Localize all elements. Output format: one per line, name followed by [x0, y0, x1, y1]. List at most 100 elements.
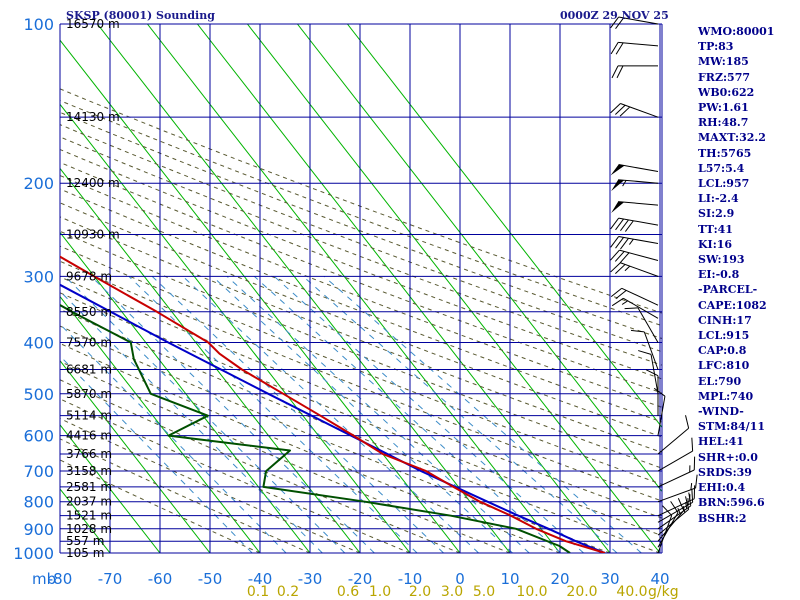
height-label: 9678 m — [66, 269, 112, 283]
isotherm-line — [246, 24, 661, 553]
dry-adiabat-line — [60, 100, 662, 327]
pressure-tick-label: 300 — [23, 267, 54, 286]
wind-barb-flag — [615, 17, 624, 29]
mixing-ratio-line — [60, 355, 253, 553]
index-item: LI:-2.4 — [698, 192, 739, 206]
isotherm-line — [60, 231, 311, 553]
height-label: 16570 m — [66, 17, 120, 31]
wind-barb-staff — [657, 501, 693, 523]
height-label: 7570 m — [66, 336, 112, 350]
wind-barb-staff — [623, 297, 659, 319]
wind-barb — [624, 307, 659, 343]
index-item: LCL:957 — [698, 177, 750, 191]
isotherm-line — [96, 24, 511, 553]
isotherm-line — [60, 423, 161, 553]
parcel-trace-line — [60, 283, 606, 553]
height-label: 1521 m — [66, 509, 112, 523]
isotherm-line — [0, 24, 10, 553]
wind-barb-staff — [620, 262, 659, 277]
pressure-tick-label: 1000 — [13, 544, 54, 563]
mixing-ratio-line — [90, 276, 375, 553]
mixing-ratio-unit-label: g/kg — [648, 584, 679, 600]
wind-barb-flag — [610, 217, 620, 230]
isotherm-line — [296, 24, 662, 493]
temperature-tick-label: -80 — [48, 570, 73, 588]
temperature-tick-label: 40 — [650, 570, 669, 588]
profile-lines — [60, 255, 606, 553]
wind-barb-staff — [657, 498, 695, 517]
station-title: SKSP (80001) Sounding — [66, 9, 215, 22]
isotherm-line — [196, 24, 611, 553]
wind-barb — [657, 485, 696, 517]
pressure-tick-label: 100 — [23, 15, 54, 34]
wind-barb-staff — [618, 201, 659, 206]
wind-barb-staff — [657, 515, 673, 554]
wind-barb-flag — [610, 16, 620, 29]
wind-barb-flag — [620, 219, 629, 231]
pressure-tick-label: 400 — [23, 334, 54, 353]
indices-panel: WMO:80001 TP:83 MW:185 FRZ:577 WB0:622 PW:1.6… — [698, 24, 774, 526]
wind-barb-staff — [618, 217, 659, 226]
index-item: LCL:915 — [698, 329, 750, 343]
mixing-ratio-label: 2.0 — [409, 584, 431, 600]
wind-barb-flag — [645, 369, 659, 377]
wind-barb-flag — [619, 252, 630, 264]
wind-barb — [657, 474, 698, 503]
height-label: 105 m — [66, 546, 104, 560]
index-item: FRZ:577 — [698, 70, 751, 84]
wind-barb-pennant — [611, 179, 625, 192]
height-label: 5870 m — [66, 387, 112, 401]
wind-barb — [657, 415, 690, 455]
height-label: 3158 m — [66, 464, 112, 478]
dry-adiabat-line — [60, 174, 662, 408]
wind-barb-staff — [657, 427, 689, 455]
dry-adiabat-line — [60, 216, 662, 453]
wind-barb-staff — [619, 249, 659, 261]
temperature-tick-label: -50 — [198, 570, 223, 588]
dry-adiabat-line — [60, 88, 662, 314]
mixing-ratio-label: 40.0 — [616, 584, 647, 600]
temperature-tick-label: 10 — [500, 570, 519, 588]
index-item: PW:1.61 — [698, 101, 749, 115]
mixing-ratio-line — [151, 276, 444, 553]
wind-barb-flag — [616, 65, 624, 79]
wind-barb-flag — [614, 251, 625, 262]
mixing-ratio-line — [60, 323, 287, 553]
index-item: -PARCEL- — [698, 283, 758, 297]
wind-barb — [657, 505, 673, 554]
temperature-tick-label: -70 — [98, 570, 123, 588]
mixing-ratio-line — [226, 276, 530, 553]
wind-barb-flag — [610, 103, 621, 114]
height-label: 14130 m — [66, 110, 120, 124]
wind-barb-flag — [619, 106, 631, 117]
index-item: SHR+:0.0 — [698, 450, 758, 464]
temperature-tick-label: -20 — [348, 570, 373, 588]
sounding-datetime: 0000Z 29 NOV 25 — [560, 9, 669, 22]
pressure-tick-label: 200 — [23, 174, 54, 193]
wind-barb-flag — [615, 104, 626, 115]
isotherm-line — [60, 39, 461, 553]
dry-adiabat-line — [60, 161, 662, 394]
mixing-ratio-line — [273, 276, 584, 553]
index-item: TT:41 — [698, 222, 733, 236]
index-item: L57:5.4 — [698, 161, 745, 175]
mixing-ratio-label: 0.6 — [337, 584, 359, 600]
wind-barb — [645, 369, 659, 416]
index-item: SW:193 — [698, 253, 745, 267]
wind-barb-flag — [615, 42, 624, 55]
wind-barb — [653, 387, 666, 436]
dry-adiabat-line — [60, 417, 361, 553]
isotherm-lines — [0, 24, 662, 553]
wind-barb-half-flag — [624, 265, 631, 272]
isotherm-line — [60, 295, 261, 553]
wind-barb-flag — [610, 262, 621, 273]
height-label: 4416 m — [66, 429, 112, 443]
wind-barb-staff — [637, 307, 659, 343]
index-item: TP:83 — [698, 40, 734, 54]
height-label: 1028 m — [66, 522, 112, 536]
wind-barb-staff — [618, 16, 659, 25]
wind-barb-flag — [615, 218, 624, 231]
wind-barb-flag — [620, 237, 629, 250]
isotherm-line — [60, 359, 211, 553]
